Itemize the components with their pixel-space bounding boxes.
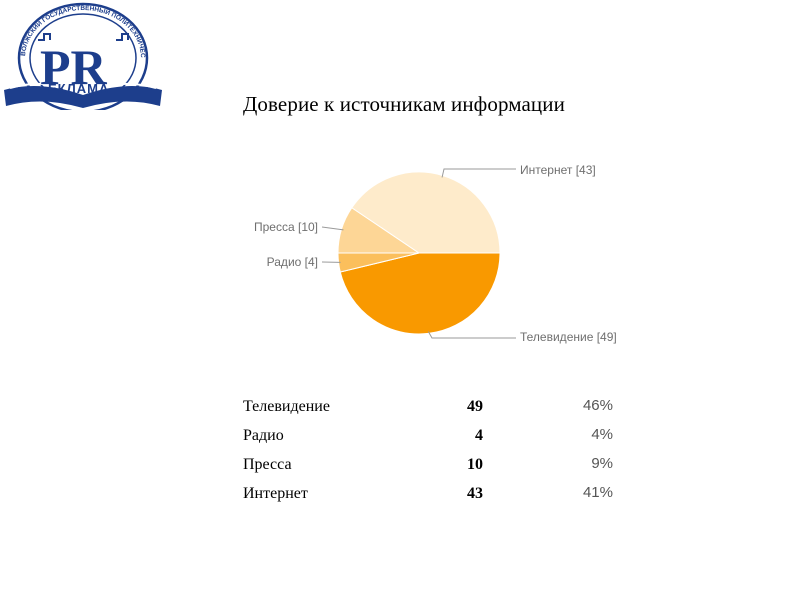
table-percent: 9% [591, 455, 613, 472]
logo-big-letters: PR [40, 39, 108, 95]
pie-slice-label: Радио [4] [267, 255, 318, 269]
pie-leader-line [427, 331, 516, 339]
pie-leader-line [441, 168, 516, 178]
table-row: Пресса 10 9% [243, 450, 623, 479]
data-table: Телевидение 49 46% Радио 4 4% Пресса 10 9% Интерн… [243, 392, 623, 508]
pr-reklama-logo: ВОЛЖСКИЙ ГОСУДАРСТВЕННЫЙ ПОЛИТЕХНИЧЕСКИЙ… [0, 0, 162, 110]
pie-slice-label: Телевидение [49] [520, 330, 617, 344]
table-percent: 46% [582, 397, 613, 414]
table-category: Интернет [243, 485, 308, 502]
table-category: Радио [243, 427, 284, 444]
table-value: 10 [467, 456, 483, 473]
pie-slice-label: Пресса [10] [254, 220, 318, 234]
table-value: 43 [467, 485, 483, 502]
pie-slice [339, 252, 501, 335]
table-percent: 4% [591, 426, 613, 443]
table-row: Интернет 43 41% [243, 479, 623, 508]
table-category: Пресса [243, 456, 292, 473]
table-category: Телевидение [243, 398, 330, 415]
pie-slice-label: Интернет [43] [520, 163, 596, 177]
table-percent: 41% [582, 484, 613, 501]
table-row: Телевидение 49 46% [243, 392, 623, 421]
page-title: Доверие к источникам информации [243, 92, 565, 116]
table-value: 4 [475, 427, 483, 444]
table-row: Радио 4 4% [243, 421, 623, 450]
logo-word: ЕКЛАМА [48, 81, 109, 96]
table-value: 49 [467, 398, 483, 415]
pie-leader-line [321, 226, 344, 231]
